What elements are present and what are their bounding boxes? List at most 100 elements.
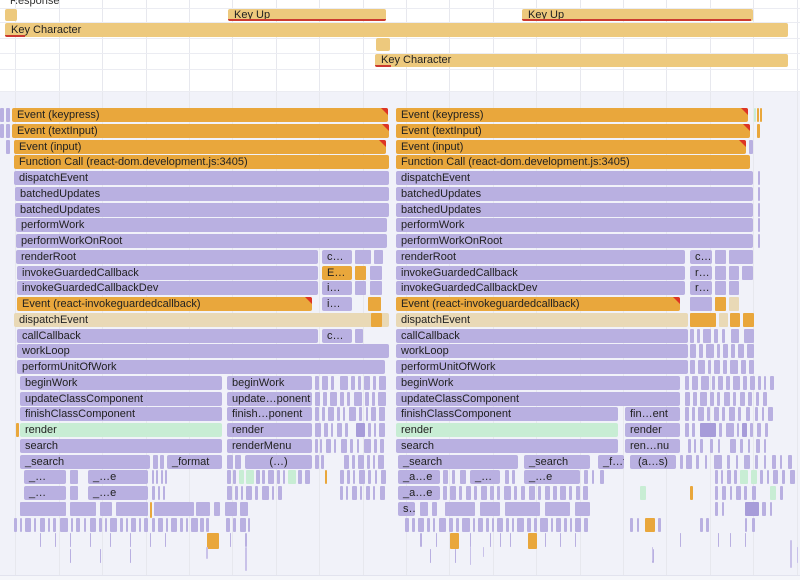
- flame-fragment[interactable]: [25, 517, 31, 532]
- flame-bar-event-react-invokeguardedcallback[interactable]: Event (react-invokeguardedcallback): [17, 297, 312, 311]
- flame-fragment[interactable]: [325, 470, 327, 485]
- flame-fragment[interactable]: [154, 501, 194, 516]
- flame-fragment[interactable]: [350, 438, 353, 453]
- flame-fragment[interactable]: [371, 312, 382, 327]
- flame-fragment[interactable]: [473, 517, 475, 532]
- flame-fragment[interactable]: [355, 265, 366, 280]
- flame-fragment[interactable]: [758, 375, 761, 390]
- flame-fragment[interactable]: [483, 547, 484, 557]
- flame-fragment[interactable]: [745, 501, 759, 516]
- flame-fragment[interactable]: [760, 108, 762, 122]
- flame-fragment[interactable]: [315, 407, 319, 422]
- flame-fragment[interactable]: [703, 328, 711, 343]
- flame-bar-dispatchevent[interactable]: dispatchEvent: [14, 171, 389, 185]
- flame-fragment[interactable]: [430, 549, 431, 563]
- flame-fragment[interactable]: [707, 407, 710, 422]
- flame-bar-performunitofwork[interactable]: performUnitOfWork: [396, 360, 688, 374]
- flame-fragment[interactable]: [436, 533, 437, 548]
- flame-fragment[interactable]: [570, 517, 572, 532]
- flame-fragment[interactable]: [110, 517, 117, 532]
- flame-fragment[interactable]: [356, 423, 365, 437]
- flame-fragment[interactable]: [717, 391, 720, 406]
- flame-bar-e[interactable]: _…e: [524, 470, 580, 485]
- flame-bar-event-keypress[interactable]: Event (keypress): [12, 108, 388, 122]
- flame-fragment[interactable]: [701, 375, 709, 390]
- flame-fragment[interactable]: [165, 533, 166, 548]
- flame-fragment[interactable]: [368, 470, 371, 485]
- flame-fragment[interactable]: [470, 547, 471, 565]
- flame-fragment[interactable]: [764, 375, 766, 390]
- flame-fragment[interactable]: [144, 517, 148, 532]
- flame-bar-workloop[interactable]: workLoop: [396, 344, 688, 359]
- flame-fragment[interactable]: [60, 517, 68, 532]
- flame-fragment[interactable]: [592, 470, 594, 485]
- flame-bar-render[interactable]: render: [20, 423, 222, 437]
- flame-fragment[interactable]: [741, 360, 746, 374]
- flame-fragment[interactable]: [645, 517, 655, 532]
- flame-fragment[interactable]: [506, 517, 509, 532]
- flame-fragment[interactable]: [126, 517, 128, 532]
- flame-fragment[interactable]: [500, 533, 501, 548]
- flame-bar-search[interactable]: search: [20, 438, 222, 453]
- flame-fragment[interactable]: [139, 517, 141, 532]
- flame-fragment[interactable]: [722, 328, 725, 343]
- flame-fragment[interactable]: [196, 501, 210, 516]
- flame-fragment[interactable]: [680, 533, 681, 548]
- flame-fragment[interactable]: [640, 486, 646, 500]
- flame-fragment[interactable]: [153, 454, 158, 469]
- flame-fragment[interactable]: [505, 470, 509, 485]
- flame-fragment[interactable]: [690, 360, 695, 374]
- flame-fragment[interactable]: [521, 486, 525, 500]
- flame-fragment[interactable]: [700, 423, 716, 437]
- flame-fragment[interactable]: [714, 454, 722, 469]
- flame-fragment[interactable]: [722, 501, 724, 516]
- flame-fragment[interactable]: [420, 501, 428, 516]
- flame-fragment[interactable]: [341, 438, 347, 453]
- flame-fragment[interactable]: [412, 517, 415, 532]
- flame-fragment[interactable]: [323, 391, 327, 406]
- flame-fragment[interactable]: [6, 108, 10, 122]
- flame-fragment[interactable]: [359, 470, 365, 485]
- flame-fragment[interactable]: [331, 423, 333, 437]
- flame-fragment[interactable]: [255, 486, 258, 500]
- interaction-bar-key-character[interactable]: Key Character: [375, 54, 788, 67]
- flame-fragment[interactable]: [380, 438, 384, 453]
- flame-fragment[interactable]: [527, 517, 531, 532]
- flame-fragment[interactable]: [322, 375, 328, 390]
- flame-bar-r[interactable]: r…: [690, 265, 712, 280]
- flame-fragment[interactable]: [76, 517, 80, 532]
- flame-fragment[interactable]: [708, 360, 711, 374]
- flame-fragment[interactable]: [758, 218, 760, 233]
- flame-bar-i[interactable]: i…: [322, 297, 352, 311]
- flame-fragment[interactable]: [481, 486, 487, 500]
- flame-fragment[interactable]: [337, 423, 342, 437]
- flame-bar-i[interactable]: i…: [322, 281, 352, 296]
- flame-fragment[interactable]: [371, 407, 376, 422]
- flame-fragment[interactable]: [556, 517, 561, 532]
- flame-bar-s[interactable]: s…: [398, 501, 415, 516]
- flame-fragment[interactable]: [328, 407, 334, 422]
- flame-fragment[interactable]: [744, 454, 750, 469]
- flame-fragment[interactable]: [150, 501, 152, 518]
- flame-fragment[interactable]: [710, 391, 714, 406]
- flame-fragment[interactable]: [353, 470, 355, 485]
- flame-fragment[interactable]: [763, 391, 767, 406]
- flame-fragment[interactable]: [754, 108, 756, 122]
- flame-fragment[interactable]: [758, 234, 760, 248]
- flame-bar-dispatchevent[interactable]: dispatchEvent: [14, 312, 389, 327]
- flame-fragment[interactable]: [755, 407, 758, 422]
- flame-fragment[interactable]: [116, 501, 148, 516]
- flame-fragment[interactable]: [340, 375, 348, 390]
- flame-fragment[interactable]: [245, 533, 247, 548]
- flame-bar-invokeguardedcallbackdev[interactable]: invokeGuardedCallbackDev: [17, 281, 318, 296]
- flame-fragment[interactable]: [545, 486, 550, 500]
- flame-bar-e[interactable]: _…e: [88, 486, 148, 500]
- flame-fragment[interactable]: [757, 423, 761, 437]
- flame-fragment[interactable]: [315, 438, 318, 453]
- flame-fragment[interactable]: [600, 470, 604, 485]
- flame-fragment[interactable]: [262, 486, 269, 500]
- flame-bar-invokeguardedcallbackdev[interactable]: invokeGuardedCallbackDev: [396, 281, 685, 296]
- flame-fragment[interactable]: [740, 470, 748, 485]
- flame-fragment[interactable]: [492, 517, 494, 532]
- flame-fragment[interactable]: [690, 297, 712, 311]
